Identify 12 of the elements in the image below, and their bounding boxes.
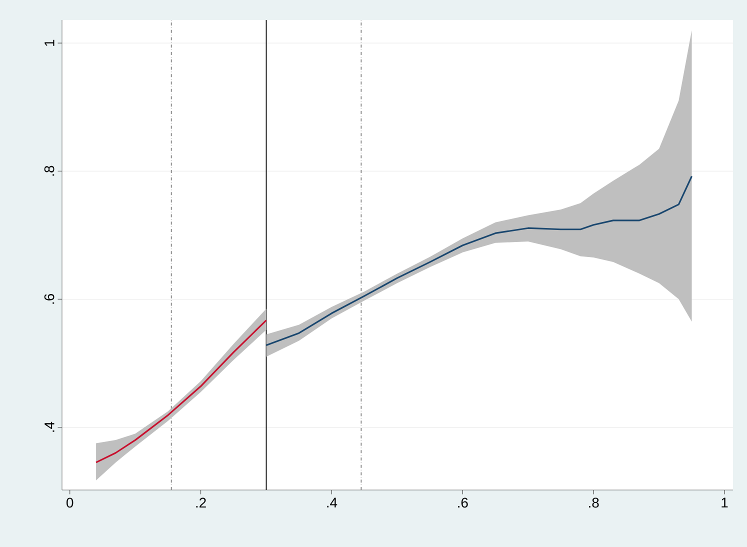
x-tick-label: 1 <box>722 498 728 508</box>
y-tick-label: 1 <box>44 40 54 46</box>
x-tick-label: 0 <box>66 498 74 508</box>
y-tick-label: .4 <box>44 422 54 432</box>
line-series <box>265 175 693 346</box>
x-tick-label: .8 <box>589 498 599 508</box>
x-tick-label: .4 <box>327 498 338 508</box>
x-tick-label: .2 <box>196 498 206 508</box>
y-tick-label: .8 <box>44 166 54 176</box>
line-series <box>95 320 268 464</box>
y-tick-label: .6 <box>44 294 54 304</box>
x-tick-label: .6 <box>458 498 468 508</box>
